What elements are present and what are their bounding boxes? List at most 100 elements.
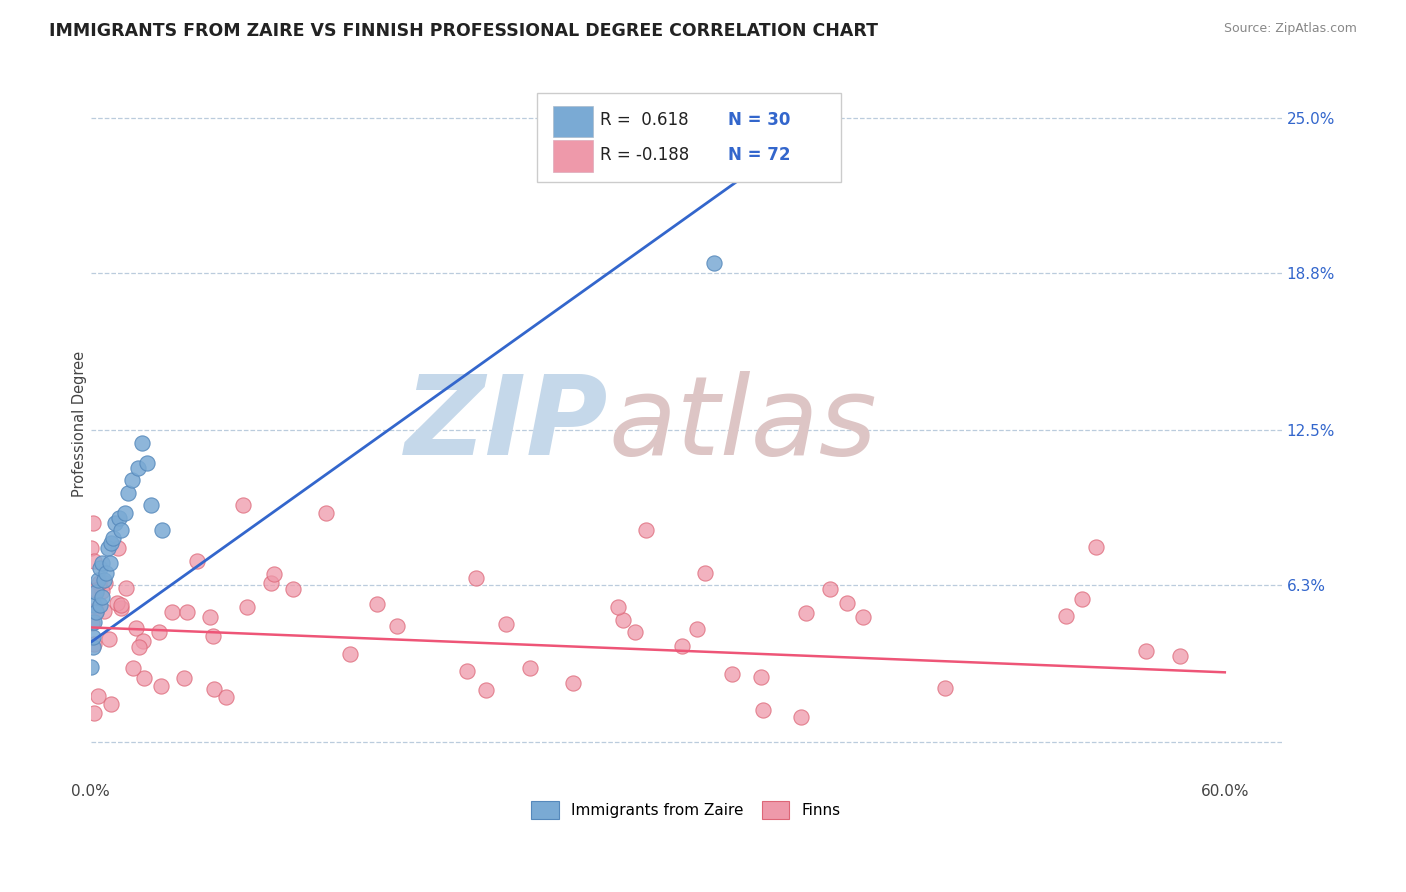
Point (475, 683, 498, 698)
Point (115, 581, 138, 595)
Point (94, 566, 117, 580)
Point (186, 554, 208, 568)
Point (93, 575, 115, 590)
Point (84, 585, 107, 599)
Point (84, 604, 107, 618)
Point (1168, 648, 1191, 663)
Point (465, 571, 488, 585)
Point (260, 575, 283, 590)
Point (671, 639, 693, 653)
Point (818, 582, 841, 596)
Point (1085, 540, 1108, 554)
Point (114, 506, 136, 520)
Point (176, 605, 198, 619)
Text: ZIP: ZIP (405, 370, 609, 477)
Point (1071, 592, 1094, 607)
Point (790, 710, 813, 724)
Text: atlas: atlas (609, 370, 877, 477)
Point (132, 671, 155, 685)
Point (721, 667, 744, 681)
Point (87, 573, 110, 587)
Legend: Immigrants from Zaire, Finns: Immigrants from Zaire, Finns (526, 795, 846, 825)
Point (387, 619, 409, 633)
Point (686, 622, 709, 636)
Point (751, 670, 773, 684)
Point (519, 661, 541, 675)
Point (1135, 644, 1157, 658)
Point (84, 606, 107, 620)
Point (98, 556, 121, 570)
Point (263, 567, 285, 582)
Point (201, 629, 224, 643)
Point (148, 625, 170, 640)
Point (82, 604, 104, 618)
FancyBboxPatch shape (537, 94, 841, 182)
Point (110, 523, 132, 537)
Point (90, 584, 112, 599)
Point (100, 535, 122, 549)
Point (215, 690, 238, 705)
Point (83, 637, 105, 651)
Point (89, 598, 111, 612)
Text: R =  0.618: R = 0.618 (600, 112, 689, 129)
Point (117, 485, 139, 500)
Point (495, 616, 517, 631)
Text: IMMIGRANTS FROM ZAIRE VS FINNISH PROFESSIONAL DEGREE CORRELATION CHART: IMMIGRANTS FROM ZAIRE VS FINNISH PROFESS… (49, 22, 879, 40)
Point (236, 600, 259, 615)
Point (136, 456, 159, 470)
Point (232, 498, 254, 512)
Point (281, 582, 304, 596)
Text: N = 72: N = 72 (728, 146, 790, 164)
FancyBboxPatch shape (553, 106, 593, 137)
Point (79, 660, 101, 674)
Point (693, 566, 716, 580)
Point (93, 573, 115, 587)
Point (173, 671, 195, 685)
Point (150, 679, 173, 693)
Point (83, 706, 105, 720)
Point (89, 575, 111, 590)
Point (315, 506, 337, 520)
Point (852, 610, 875, 624)
Point (83, 598, 105, 612)
Point (82, 516, 104, 530)
Point (83, 615, 105, 630)
FancyBboxPatch shape (553, 140, 593, 171)
Point (366, 597, 388, 611)
Point (104, 516, 127, 530)
Point (97, 541, 120, 555)
Point (128, 640, 150, 654)
Point (107, 541, 129, 556)
Point (200, 609, 222, 624)
Text: N = 30: N = 30 (728, 112, 790, 129)
Point (84, 583, 107, 598)
Point (703, 256, 725, 270)
Text: Source: ZipAtlas.com: Source: ZipAtlas.com (1223, 22, 1357, 36)
Point (110, 601, 132, 615)
Y-axis label: Professional Degree: Professional Degree (72, 351, 87, 497)
Point (636, 523, 658, 537)
Point (934, 681, 956, 695)
Point (607, 600, 630, 615)
Point (107, 596, 129, 610)
Point (339, 648, 361, 662)
Point (152, 523, 174, 537)
Point (752, 703, 775, 717)
Point (86, 689, 108, 703)
Point (160, 605, 183, 619)
Point (100, 698, 122, 712)
Point (561, 676, 583, 690)
Point (835, 596, 858, 610)
Point (202, 681, 225, 696)
Point (89, 560, 111, 574)
Point (456, 664, 478, 678)
Point (131, 435, 153, 450)
Point (612, 613, 634, 627)
Text: R = -0.188: R = -0.188 (600, 146, 689, 164)
Point (82, 631, 104, 645)
Point (110, 599, 132, 613)
Point (139, 498, 162, 512)
Point (80, 615, 103, 630)
Point (103, 531, 125, 545)
Point (796, 606, 818, 620)
